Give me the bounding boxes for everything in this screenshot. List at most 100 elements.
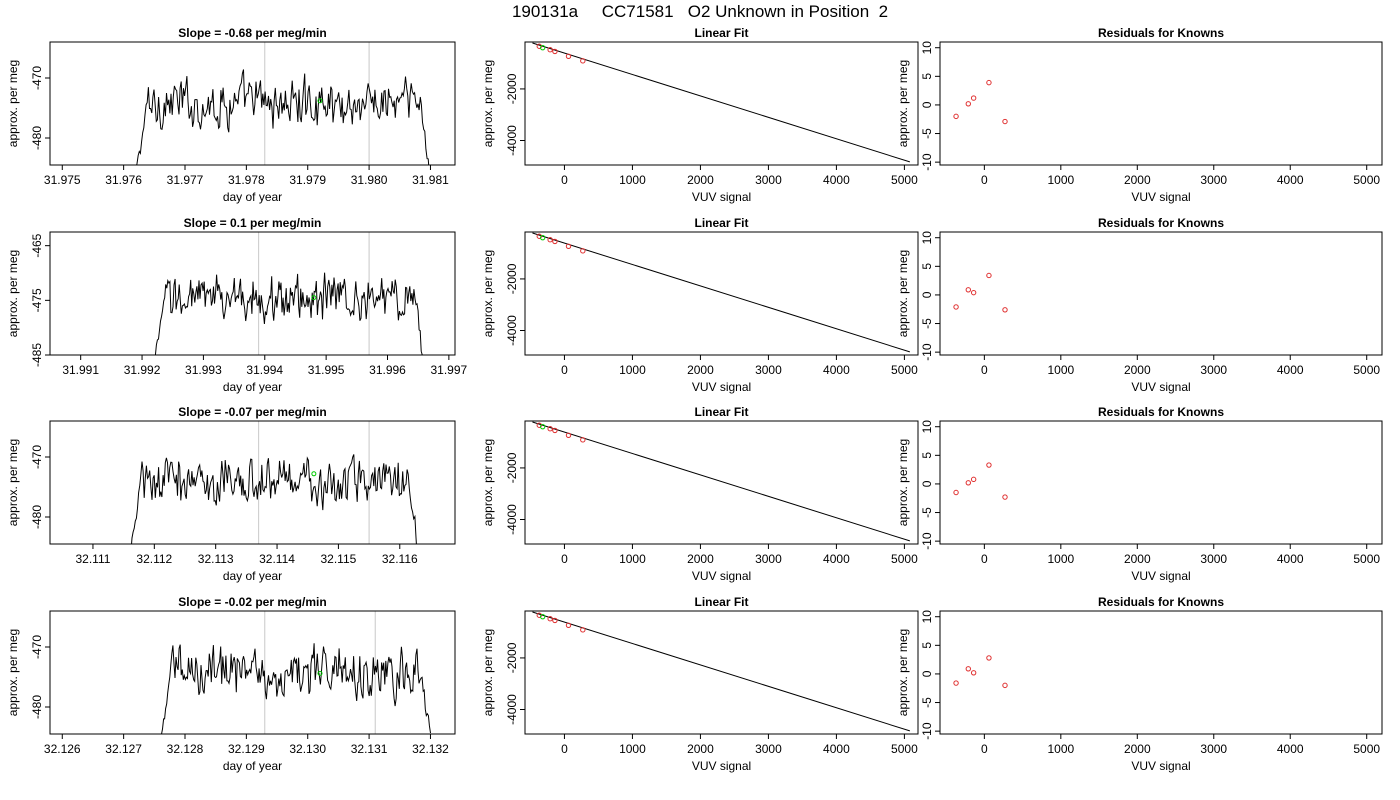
x-axis-label: VUV signal	[1131, 380, 1190, 394]
x-tick-label: 32.129	[228, 742, 265, 756]
x-tick-label: 5000	[891, 173, 918, 187]
panel-title: Slope = -0.68 per meg/min	[178, 26, 326, 40]
known-point	[565, 432, 572, 439]
panel-title: Residuals for Knowns	[1098, 405, 1224, 419]
x-tick-label: 32.128	[167, 742, 204, 756]
panel-3-0: Slope = -0.02 per meg/min 32.126 32.127 32.…	[6, 595, 456, 773]
x-tick-label: 4000	[823, 173, 850, 187]
unknown-point	[539, 234, 546, 241]
known-point	[965, 287, 971, 293]
panel-2-2: Residuals for Knowns 0 1000 2000 3000 4000 500…	[896, 405, 1383, 583]
known-point	[965, 666, 971, 672]
x-tick-label: 3000	[1200, 363, 1227, 377]
y-tick-label: -10	[920, 532, 934, 550]
x-tick-label: 31.997	[431, 363, 468, 377]
panel-0-0: Slope = -0.68 per meg/min 31.975 31.976 31.…	[6, 26, 456, 204]
known-point	[970, 95, 977, 101]
y-tick-label: 0	[920, 101, 934, 108]
x-tick-label: 32.111	[75, 552, 110, 566]
x-axis-label: VUV signal	[1131, 569, 1190, 583]
x-tick-label: 5000	[1353, 173, 1380, 187]
y-tick-label: -470	[30, 66, 44, 90]
known-point	[953, 304, 959, 310]
known-point	[986, 462, 992, 468]
panel-title: Slope = -0.02 per meg/min	[178, 595, 326, 609]
x-tick-label: 4000	[823, 552, 850, 566]
plot-frame	[939, 420, 1383, 545]
panel-0-1: Linear Fit 0 1000 2000 3000 4000 5000 -2000 -400…	[481, 26, 919, 204]
x-tick-label: 32.112	[136, 552, 172, 566]
x-tick-label: 3000	[1200, 552, 1227, 566]
x-tick-label: 5000	[1353, 552, 1380, 566]
panel-1-1: Linear Fit 0 1000 2000 3000 4000 5000 -2000 -400…	[481, 216, 919, 394]
unknown-marker	[311, 471, 317, 477]
x-tick-label: 3000	[1200, 742, 1227, 756]
y-tick-label: -2000	[505, 452, 519, 483]
plot-area	[953, 79, 1008, 125]
x-tick-label: 1000	[1047, 742, 1074, 756]
panel-0-2: Residuals for Knowns 0 1000 2000 3000 4000 500…	[896, 26, 1383, 204]
x-tick-label: 1000	[1047, 552, 1074, 566]
x-tick-label: 32.116	[382, 552, 418, 566]
y-tick-label: -465	[30, 233, 44, 257]
known-point	[552, 427, 558, 434]
plot-frame	[49, 231, 456, 356]
plot-frame	[49, 41, 456, 166]
x-tick-label: 5000	[891, 552, 918, 566]
known-point	[986, 272, 992, 279]
panel-3-2: Residuals for Knowns 0 1000 2000 3000 4000 500…	[896, 595, 1383, 773]
plot-area	[161, 643, 431, 734]
x-tick-label: 31.975	[44, 173, 81, 187]
x-tick-label: 4000	[823, 742, 850, 756]
known-point	[547, 616, 553, 622]
y-tick-label: -2000	[505, 263, 519, 294]
x-tick-label: 4000	[1277, 552, 1304, 566]
signal-trace	[136, 69, 430, 165]
known-point	[953, 113, 959, 120]
plot-frame	[49, 610, 456, 735]
x-tick-label: 1000	[1047, 363, 1074, 377]
x-tick-label: 1000	[619, 363, 646, 377]
panel-title: Linear Fit	[694, 216, 748, 230]
y-tick-label: 10	[920, 610, 934, 624]
main-title: 190131a CC71581 O2 Unknown in Position 2	[511, 2, 889, 21]
y-tick-label: 0	[920, 291, 934, 298]
x-tick-label: 3000	[755, 173, 782, 187]
known-point	[986, 655, 992, 661]
fit-line	[532, 232, 910, 353]
known-point	[565, 243, 572, 250]
y-tick-label: -470	[30, 445, 44, 469]
known-point	[965, 101, 971, 107]
x-tick-label: 0	[981, 552, 988, 566]
y-tick-label: -2000	[505, 642, 519, 673]
panel-2-1: Linear Fit 0 1000 2000 3000 4000 5000 -2000 -400…	[481, 405, 919, 583]
y-axis-label: approx. per meg	[896, 629, 910, 716]
known-point	[1002, 494, 1008, 500]
known-point	[1002, 118, 1008, 125]
known-point	[552, 48, 558, 55]
x-axis-label: VUV signal	[692, 759, 751, 773]
unknown-marker	[317, 670, 323, 676]
x-tick-label: 31.980	[351, 173, 388, 187]
plot-area	[953, 462, 1008, 500]
y-tick-label: -4000	[505, 125, 519, 156]
x-tick-label: 0	[561, 173, 568, 187]
unknown-marker	[317, 98, 323, 104]
x-tick-label: 5000	[1353, 742, 1380, 756]
plot-area	[154, 272, 423, 355]
x-tick-label: 1000	[619, 173, 646, 187]
x-tick-label: 0	[981, 173, 988, 187]
x-tick-label: 5000	[891, 363, 918, 377]
x-tick-label: 1000	[1047, 173, 1074, 187]
unknown-marker	[311, 295, 317, 301]
y-tick-label: -485	[30, 343, 44, 367]
panel-title: Slope = -0.07 per meg/min	[178, 405, 326, 419]
y-tick-label: -5	[920, 507, 934, 518]
plot-frame	[524, 41, 919, 166]
x-tick-label: 32.115	[321, 552, 357, 566]
signal-trace	[161, 643, 431, 734]
x-tick-label: 2000	[687, 742, 714, 756]
known-point	[1002, 682, 1008, 689]
plot-frame	[49, 420, 456, 545]
x-tick-label: 32.132	[412, 742, 449, 756]
